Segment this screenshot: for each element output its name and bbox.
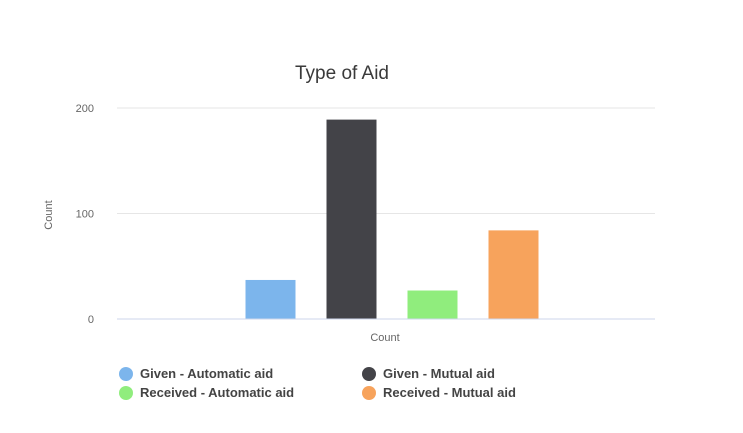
legend-label: Received - Automatic aid — [140, 385, 294, 400]
gridlines — [117, 107, 655, 214]
legend-label: Received - Mutual aid — [383, 385, 516, 400]
legend-item[interactable]: Given - Mutual aid — [362, 366, 495, 381]
y-tick-label: 200 — [76, 103, 94, 115]
bars — [245, 119, 539, 319]
legend-marker — [119, 386, 133, 400]
legend-marker — [362, 386, 376, 400]
legend-item[interactable]: Received - Mutual aid — [362, 385, 516, 400]
legend-marker — [119, 367, 133, 381]
legend-item[interactable]: Given - Automatic aid — [119, 366, 273, 381]
bar-given-automatic-aid[interactable] — [245, 279, 296, 319]
legend: Given - Automatic aid Given - Mutual aid R… — [119, 366, 516, 400]
bar-received-automatic-aid[interactable] — [407, 290, 458, 319]
legend-marker — [362, 367, 376, 381]
legend-label: Given - Automatic aid — [140, 366, 273, 381]
y-axis-label: Count — [43, 200, 55, 229]
y-tick-label: 0 — [88, 314, 94, 326]
chart-title: Type of Aid — [295, 63, 389, 84]
legend-label: Given - Mutual aid — [383, 366, 495, 381]
legend-item[interactable]: Received - Automatic aid — [119, 385, 294, 400]
bar-received-mutual-aid[interactable] — [488, 230, 539, 319]
y-axis-ticks: 0 100 200 — [76, 103, 94, 326]
bar-given-mutual-aid[interactable] — [326, 119, 377, 319]
x-axis-label: Count — [370, 332, 399, 344]
y-tick-label: 100 — [76, 209, 94, 221]
